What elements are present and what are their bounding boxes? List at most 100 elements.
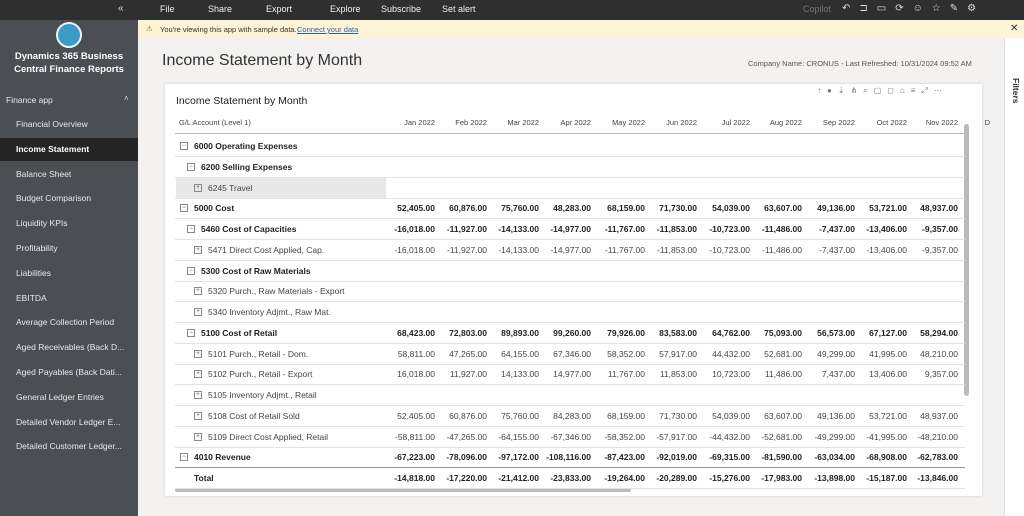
column-header: Sep 2022 [823, 118, 855, 127]
cell-value: -13,406.00 [866, 224, 907, 234]
toolbar-icons[interactable]: ↶⊐▭⟳☺☆✎⚙ [842, 3, 985, 14]
expand-toggle[interactable]: − [180, 204, 188, 212]
row-line [175, 281, 965, 282]
cell-value: 52,681.00 [764, 349, 802, 359]
cell-value: -44,432.00 [709, 432, 750, 442]
cell-value: 54,039.00 [712, 411, 750, 421]
toolbar-button[interactable]: Copilot [803, 4, 831, 14]
cell-value: -7,437.00 [819, 245, 855, 255]
column-header: Mar 2022 [507, 118, 539, 127]
expand-toggle[interactable]: + [194, 308, 202, 316]
nav-item[interactable]: Aged Payables (Back Dati... [16, 367, 122, 377]
row-line [175, 218, 965, 219]
cell-value: 52,405.00 [397, 203, 435, 213]
expand-toggle[interactable]: + [194, 433, 202, 441]
section-label[interactable]: Finance app [6, 95, 53, 105]
nav-item[interactable]: Financial Overview [16, 119, 88, 129]
toolbar-button[interactable]: Export [266, 4, 292, 14]
row-label: 4010 Revenue [194, 452, 251, 462]
column-header: Feb 2022 [455, 118, 487, 127]
cell-value: -68,908.00 [866, 452, 907, 462]
app-icon [56, 22, 82, 48]
expand-toggle[interactable]: − [187, 267, 195, 275]
cell-value: 52,405.00 [397, 411, 435, 421]
row-label: 5102 Purch., Retail - Export [208, 369, 312, 379]
expand-toggle[interactable]: + [194, 184, 202, 192]
row-line [175, 467, 965, 468]
filters-pane[interactable]: Filters [1004, 38, 1024, 516]
cell-value: 68,423.00 [397, 328, 435, 338]
cell-value: -48,210.00 [917, 432, 958, 442]
page-meta: Company Name: CRONUS - Last Refreshed: 1… [748, 59, 972, 68]
row-label: 5320 Purch., Raw Materials - Export [208, 286, 345, 296]
cell-value: -11,767.00 [605, 245, 645, 255]
cell-value: 48,283.00 [553, 203, 591, 213]
nav-item[interactable]: Profitability [16, 243, 58, 253]
visual-header-icons[interactable]: ↑●⇣⋔⌕▢◻⌂≡⤢⋯ [817, 86, 948, 96]
cell-value: 58,294.00 [920, 328, 958, 338]
toolbar-button[interactable]: Share [208, 4, 232, 14]
cell-value: 13,406.00 [869, 369, 907, 379]
expand-toggle[interactable]: − [180, 453, 188, 461]
cell-value: 48,937.00 [920, 411, 958, 421]
nav-item[interactable]: Average Collection Period [16, 317, 114, 327]
cell-value: -9,357.00 [922, 245, 958, 255]
expand-toggle[interactable]: + [194, 246, 202, 254]
cell-value: 67,127.00 [869, 328, 907, 338]
expand-toggle[interactable]: − [180, 142, 188, 150]
row-label: 5108 Cost of Retail Sold [208, 411, 300, 421]
column-header: Jan 2022 [404, 118, 435, 127]
cell-value: -11,486.00 [762, 224, 802, 234]
expand-toggle[interactable]: + [194, 412, 202, 420]
nav-item[interactable]: Liabilities [16, 268, 51, 278]
collapse-icon[interactable]: « [118, 3, 124, 14]
nav-item[interactable]: Liquidity KPIs [16, 218, 68, 228]
nav-item[interactable]: General Ledger Entries [16, 392, 104, 402]
cell-value: 67,346.00 [553, 349, 591, 359]
cell-value: -15,276.00 [709, 473, 750, 483]
row-label: 6200 Selling Expenses [201, 162, 292, 172]
cell-value: 68,159.00 [607, 411, 645, 421]
cell-value: -64,155.00 [498, 432, 539, 442]
cell-value: -92,019.00 [656, 452, 697, 462]
cell-value: -14,977.00 [550, 245, 591, 255]
expand-toggle[interactable]: + [194, 350, 202, 358]
cell-value: 58,811.00 [398, 349, 435, 359]
nav-item[interactable]: Income Statement [16, 144, 89, 154]
expand-toggle[interactable]: − [187, 329, 195, 337]
toolbar-button[interactable]: Explore [330, 4, 361, 14]
cell-value: -10,723.00 [709, 245, 750, 255]
cell-value: -78,096.00 [446, 452, 487, 462]
nav-item[interactable]: Aged Receivables (Back D... [16, 342, 124, 352]
banner-text: You're viewing this app with sample data… [160, 25, 297, 34]
cell-value: -108,116.00 [546, 452, 591, 462]
nav-item[interactable]: Budget Comparison [16, 193, 91, 203]
banner-link[interactable]: Connect your data [297, 25, 358, 34]
toolbar-button[interactable]: File [160, 4, 175, 14]
cell-value: -13,846.00 [917, 473, 958, 483]
nav-item[interactable]: Detailed Customer Ledger... [16, 441, 122, 451]
cell-value: 63,607.00 [764, 203, 802, 213]
cell-value: -47,265.00 [446, 432, 487, 442]
cell-value: -14,818.00 [394, 473, 435, 483]
expand-toggle[interactable]: + [194, 370, 202, 378]
nav-item[interactable]: Detailed Vendor Ledger E... [16, 417, 120, 427]
cell-value: -9,357.00 [922, 224, 958, 234]
cell-value: 71,730.00 [659, 203, 697, 213]
nav-item[interactable]: Balance Sheet [16, 169, 71, 179]
toolbar-button[interactable]: Set alert [442, 4, 476, 14]
cell-value: -13,406.00 [866, 245, 907, 255]
toolbar-button[interactable]: Subscribe [381, 4, 421, 14]
close-icon[interactable]: ✕ [1010, 23, 1018, 34]
row-label: 5460 Cost of Capacities [201, 224, 296, 234]
expand-toggle[interactable]: + [194, 391, 202, 399]
cell-value: 53,721.00 [869, 411, 907, 421]
expand-toggle[interactable]: − [187, 163, 195, 171]
chevron: ˄ [124, 94, 129, 103]
cell-value: 11,767.00 [608, 369, 645, 379]
nav-item[interactable]: EBITDA [16, 293, 47, 303]
row-label: 6245 Travel [208, 183, 252, 193]
cell-value: -14,977.00 [550, 224, 591, 234]
expand-toggle[interactable]: − [187, 225, 195, 233]
expand-toggle[interactable]: + [194, 287, 202, 295]
